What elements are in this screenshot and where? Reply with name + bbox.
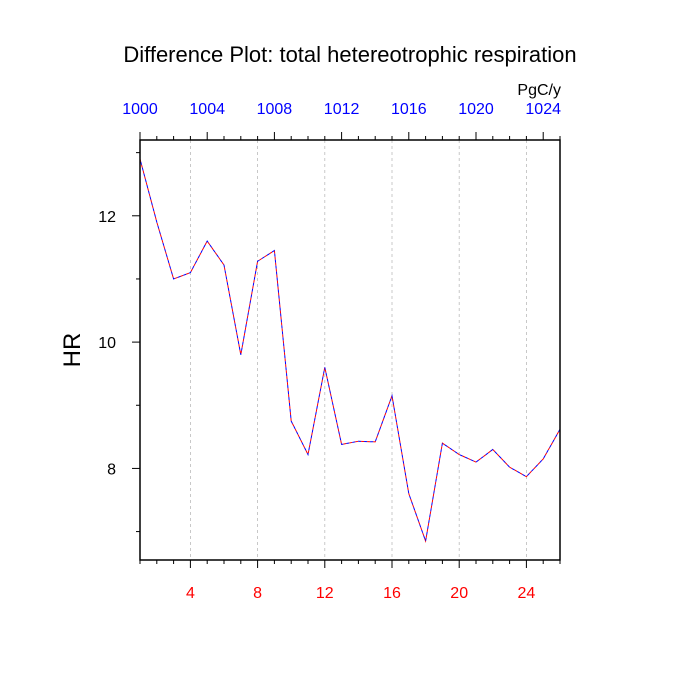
x-tick-label-top: 1000 bbox=[122, 101, 158, 118]
x-tick-label-top: 1020 bbox=[458, 101, 494, 118]
series-layer bbox=[139, 158, 561, 544]
y-tick-label: 8 bbox=[107, 461, 116, 478]
y-axis-label: HR bbox=[59, 333, 86, 368]
chart-title: Difference Plot: total hetereotrophic re… bbox=[123, 42, 576, 67]
x-tick-label-bottom: 20 bbox=[450, 585, 468, 602]
x-tick-label-top: 1004 bbox=[189, 101, 225, 118]
series-line-overlay bbox=[139, 158, 561, 544]
y-tick-label: 10 bbox=[98, 335, 116, 352]
x-tick-label-top: 1024 bbox=[525, 101, 561, 118]
x-tick-label-bottom: 8 bbox=[253, 585, 262, 602]
grid-layer bbox=[189, 140, 527, 560]
x-tick-label-top: 1012 bbox=[324, 101, 360, 118]
x-tick-label-bottom: 4 bbox=[186, 585, 195, 602]
y-tick-label: 12 bbox=[98, 209, 116, 226]
series-line bbox=[139, 158, 561, 544]
units-label: PgC/y bbox=[517, 82, 561, 99]
x-tick-label-top: 1016 bbox=[391, 101, 427, 118]
x-tick-label-bottom: 16 bbox=[383, 585, 401, 602]
x-tick-label-top: 1008 bbox=[257, 101, 293, 118]
plot-frame bbox=[139, 139, 561, 561]
x-tick-label-bottom: 24 bbox=[518, 585, 536, 602]
x-tick-label-bottom: 12 bbox=[316, 585, 334, 602]
